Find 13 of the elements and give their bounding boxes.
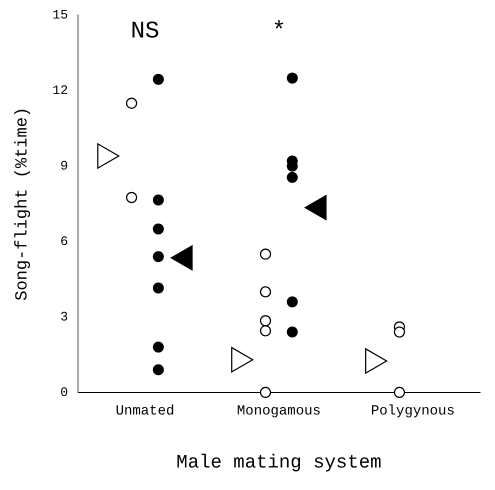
annotation: *	[272, 18, 286, 46]
y-tick-label: 3	[60, 309, 68, 324]
x-tick-label: Polygynous	[370, 404, 455, 420]
x-tick-label: Monogamous	[236, 404, 321, 420]
y-tick-label: 6	[60, 234, 68, 249]
y-axis-title: Song-flight (%time)	[14, 106, 33, 301]
x-tick-label: Unmated	[116, 404, 174, 420]
y-tick-label: 12	[52, 83, 68, 98]
y-tick-label: 9	[60, 158, 68, 174]
annotation: NS	[130, 18, 160, 46]
y-tick-label: 0	[60, 384, 68, 400]
y-tick-label: 15	[52, 8, 68, 23]
x-axis-title: Male mating system	[176, 452, 382, 474]
